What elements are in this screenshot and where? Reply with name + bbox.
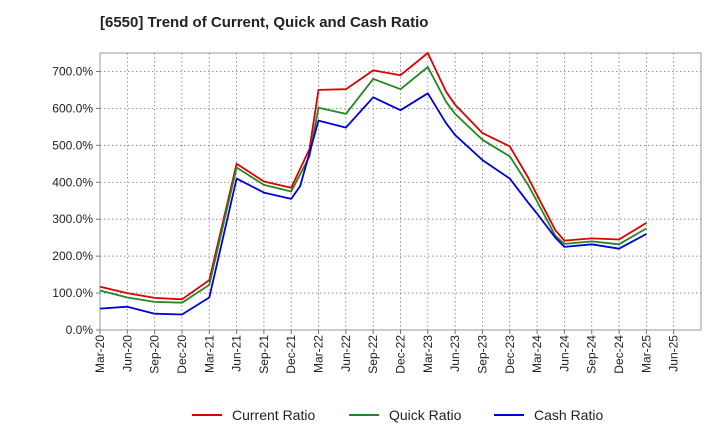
y-tick-label: 600.0% (52, 101, 93, 115)
x-tick-label: Sep-23 (475, 335, 489, 374)
y-tick-label: 100.0% (52, 286, 93, 300)
legend-item: Current Ratio (192, 407, 315, 423)
y-tick-label: 200.0% (52, 249, 93, 263)
x-tick-label: Jun-23 (448, 335, 462, 372)
legend: Current Ratio Quick Ratio Cash Ratio (192, 407, 603, 423)
x-tick-label: Sep-22 (366, 335, 380, 374)
y-tick-label: 700.0% (52, 64, 93, 78)
legend-item: Quick Ratio (349, 407, 462, 423)
y-tick-label: 500.0% (52, 138, 93, 152)
legend-item: Cash Ratio (494, 407, 603, 423)
y-tick-label: 0.0% (66, 323, 94, 337)
x-tick-label: Sep-20 (148, 335, 162, 374)
legend-label: Quick Ratio (389, 407, 462, 423)
plot-area-frame (99, 52, 702, 331)
x-tick-label: Mar-20 (93, 335, 107, 373)
x-tick-label: Mar-23 (421, 335, 435, 373)
x-tick-label: Jun-24 (557, 335, 571, 372)
x-tick-label: Jun-22 (339, 335, 353, 372)
x-tick-label: Jun-21 (230, 335, 244, 372)
x-tick-label: Dec-21 (284, 335, 298, 374)
x-tick-label: Mar-21 (202, 335, 216, 373)
series-line-quick-ratio (99, 66, 647, 304)
x-tick-label: Mar-22 (312, 335, 326, 373)
legend-label: Current Ratio (232, 407, 315, 423)
x-tick-label: Mar-25 (639, 335, 653, 373)
y-tick-label: 300.0% (52, 212, 93, 226)
series-line-cash-ratio (99, 92, 647, 316)
x-tick-label: Jun-25 (667, 335, 681, 372)
x-tick-label: Jun-20 (120, 335, 134, 372)
x-tick-label: Mar-24 (530, 335, 544, 373)
x-tick-label: Dec-24 (612, 335, 626, 374)
x-tick-label: Dec-23 (503, 335, 517, 374)
x-tick-label: Dec-20 (175, 335, 189, 374)
chart-title: [6550] Trend of Current, Quick and Cash … (100, 14, 429, 31)
x-tick-label: Dec-22 (394, 335, 408, 374)
x-tick-label: Sep-21 (257, 335, 271, 374)
y-tick-label: 400.0% (52, 175, 93, 189)
x-tick-label: Sep-24 (585, 335, 599, 374)
series-line-current-ratio (99, 52, 647, 301)
legend-label: Cash Ratio (534, 407, 603, 423)
